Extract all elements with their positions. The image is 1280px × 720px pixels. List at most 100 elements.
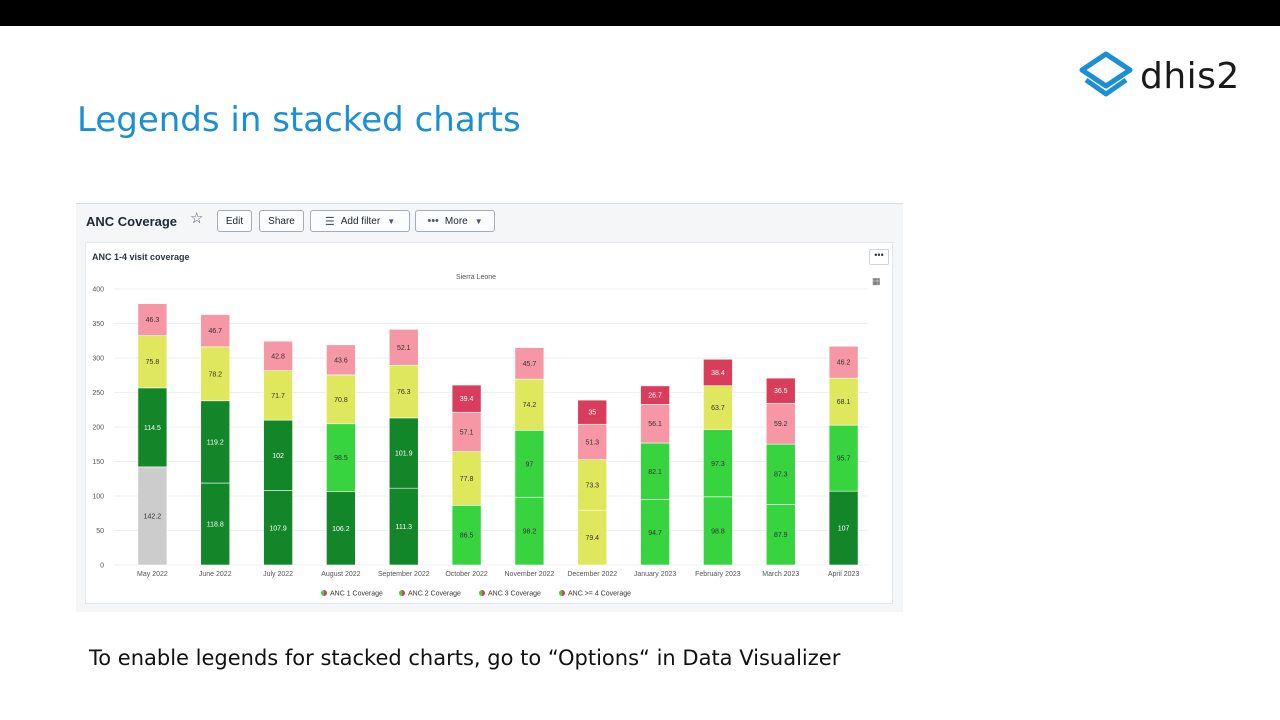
x-tick-label: June 2022 xyxy=(199,571,232,578)
x-tick-label: July 2022 xyxy=(263,571,293,578)
legend-marker xyxy=(324,590,327,596)
bar-segment xyxy=(765,443,796,505)
dhis2-logo-icon xyxy=(1079,51,1133,97)
bar-segment xyxy=(640,499,670,566)
bar-segment xyxy=(326,423,356,493)
data-label: 78.2 xyxy=(208,371,222,378)
add-filter-button[interactable]: ☰ Add filter ▼ xyxy=(310,210,410,232)
data-label: 43.6 xyxy=(334,357,348,364)
x-tick-label: March 2023 xyxy=(762,571,799,578)
data-label: 39.4 xyxy=(460,396,474,403)
bar-segment xyxy=(828,424,859,492)
more-button[interactable]: ••• More ▼ xyxy=(415,210,495,232)
bar-segment xyxy=(200,400,231,484)
y-tick-label: 350 xyxy=(92,321,104,328)
data-label: 71.7 xyxy=(271,393,285,400)
bar-segment xyxy=(640,385,670,405)
bar-segment xyxy=(765,504,796,566)
bar-segment xyxy=(388,417,419,489)
bar-segment xyxy=(703,496,733,566)
data-label: 98.8 xyxy=(711,528,725,535)
bar-segment xyxy=(263,340,293,371)
legend-entry: ANC 3 Coverage xyxy=(488,591,541,598)
dhis2-logo: dhis2 xyxy=(1078,50,1248,102)
bar-segment xyxy=(514,347,545,380)
bar-segment xyxy=(703,358,733,387)
data-label: 102 xyxy=(272,453,284,460)
bar-segment xyxy=(577,399,608,425)
data-label: 97.3 xyxy=(711,461,725,468)
data-label: 46.3 xyxy=(146,317,160,324)
x-tick-label: February 2023 xyxy=(695,571,741,578)
logo-text: dhis2 xyxy=(1140,55,1240,97)
dashboard-title: ANC Coverage xyxy=(86,214,178,229)
data-label: 77.8 xyxy=(460,476,474,483)
top-black-bar xyxy=(0,0,1280,26)
screenshot-dashboard: ANC Coverage ☆ Edit Share ☰ Add filter ▼… xyxy=(76,203,903,612)
edit-button[interactable]: Edit xyxy=(217,210,252,232)
data-label: 86.5 xyxy=(460,533,474,540)
star-icon[interactable]: ☆ xyxy=(190,210,204,227)
dashboard-toolbar: ANC Coverage ☆ Edit Share ☰ Add filter ▼… xyxy=(76,204,903,240)
x-tick-label: April 2023 xyxy=(828,571,860,578)
bar-segment xyxy=(765,377,796,404)
bar-segment xyxy=(263,370,293,421)
bar-segment xyxy=(326,344,356,376)
bar-segment xyxy=(451,451,482,506)
bar-segment xyxy=(137,466,168,566)
data-label: 74.2 xyxy=(523,402,537,409)
x-tick-label: October 2022 xyxy=(445,571,488,578)
chart-subtitle: Sierra Leone xyxy=(456,274,496,281)
data-label: 52.1 xyxy=(397,345,411,352)
legend-marker xyxy=(559,590,562,596)
grid-icon[interactable]: ▦ xyxy=(872,276,881,286)
bar-segment xyxy=(200,482,231,566)
data-label: 97 xyxy=(526,461,534,468)
share-button[interactable]: Share xyxy=(259,210,304,232)
slide-title: Legends in stacked charts xyxy=(77,100,521,140)
data-label: 56.1 xyxy=(648,421,662,428)
data-label: 46.2 xyxy=(837,360,851,367)
filter-icon: ☰ xyxy=(324,215,335,228)
bar-segment xyxy=(451,411,482,452)
legend-entry: ANC 2 Coverage xyxy=(408,591,461,598)
card-menu-button[interactable]: ••• xyxy=(869,249,889,265)
bar-segment xyxy=(388,487,419,566)
data-label: 63.7 xyxy=(711,405,725,412)
data-label: 87.3 xyxy=(774,472,788,479)
data-label: 118.8 xyxy=(207,522,224,529)
legend-marker xyxy=(321,590,324,596)
bar-segment xyxy=(828,345,859,379)
chevron-down-icon: ▼ xyxy=(387,216,396,226)
bar-segment xyxy=(451,384,482,413)
bar-segment xyxy=(640,442,670,500)
share-label: Share xyxy=(268,215,295,227)
legend-marker xyxy=(482,590,485,596)
bar-segment xyxy=(326,374,356,425)
x-tick-label: May 2022 xyxy=(137,571,168,578)
bar-segment xyxy=(326,491,356,566)
bar-segment xyxy=(200,314,231,348)
data-label: 57.1 xyxy=(460,429,474,436)
x-tick-label: August 2022 xyxy=(321,571,360,578)
chart-card: ANC 1-4 visit coverage ••• ▦ Sierra Leon… xyxy=(85,242,893,604)
y-tick-label: 400 xyxy=(92,287,104,294)
data-label: 36.5 xyxy=(774,388,788,395)
legend-entry: ANC 1 Coverage xyxy=(330,591,383,598)
data-label: 68.1 xyxy=(837,399,851,406)
chevron-down-icon: ▼ xyxy=(474,216,483,226)
data-label: 142.2 xyxy=(144,513,162,520)
add-filter-label: Add filter xyxy=(340,215,381,227)
edit-label: Edit xyxy=(225,215,244,227)
bar-segment xyxy=(703,385,733,430)
bar-segment xyxy=(388,364,419,419)
bar-segment xyxy=(388,328,419,366)
data-label: 70.8 xyxy=(334,397,348,404)
legend-marker xyxy=(402,590,405,596)
data-label: 98.2 xyxy=(523,529,537,536)
data-label: 46.7 xyxy=(208,328,222,335)
data-label: 38.4 xyxy=(711,370,725,377)
data-label: 107 xyxy=(838,526,850,533)
data-label: 45.7 xyxy=(523,361,537,368)
x-tick-label: November 2022 xyxy=(505,571,555,578)
